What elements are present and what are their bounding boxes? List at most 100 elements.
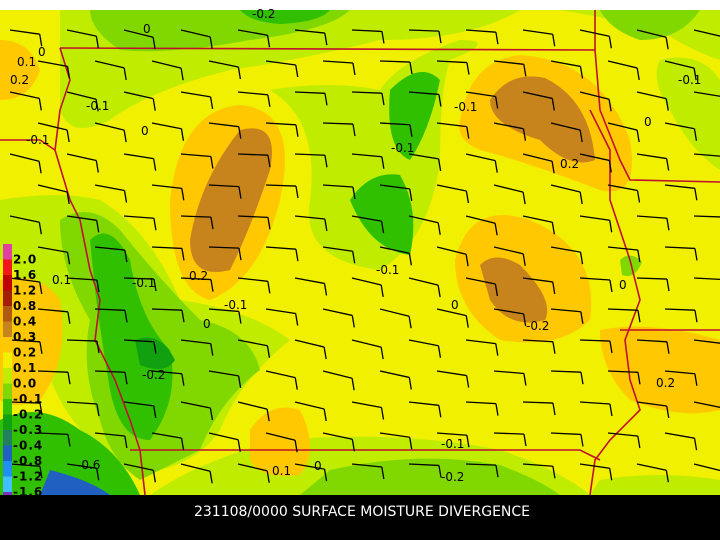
legend-label: 0.4 [13,315,37,329]
wind-barb [180,215,212,218]
wind-barb-flag [294,440,298,453]
wind-barb [465,153,496,162]
wind-barb [351,91,383,94]
contour-label: 0 [143,22,151,36]
wind-barb [436,432,467,436]
wind-barb [94,246,125,251]
wind-barb [265,370,296,379]
wind-barb-flag [152,37,156,50]
wind-barb-flag [66,66,71,79]
wind-barb-flag [95,160,99,173]
wind-barb-flag [38,98,42,111]
contour-fill [600,326,720,414]
wind-barb-flag [153,405,157,419]
wind-barb [522,401,554,404]
contour-label: 0.2 [189,269,208,283]
wind-barb-flag [609,468,613,481]
wind-barb-flag [494,160,498,173]
contour-label: 0 [451,298,459,312]
wind-barb [693,339,720,344]
wind-barb [180,153,211,158]
wind-barb-flag [495,403,499,416]
wind-barb-flag [380,346,384,360]
wind-barb [37,246,68,253]
wind-barb [237,215,268,219]
contour-fill [190,128,272,272]
contour-fill [590,475,720,495]
wind-barb [94,60,125,69]
wind-barb [379,370,410,379]
wind-barb-flag [552,402,556,416]
wind-barb [151,60,182,69]
wind-barb-flag [180,68,184,81]
wind-barb-flag [437,222,441,235]
wind-barb [208,432,239,441]
wind-barb-flag [152,470,156,483]
wind-barb [636,215,667,219]
wind-barb [579,277,610,281]
wind-barb [579,91,610,100]
contour-label: 0 [203,317,211,331]
legend-label: -0.2 [13,408,43,422]
wind-barb-flag [438,465,442,478]
contour-label: 0.2 [560,157,579,171]
wind-barb [522,91,553,100]
border [54,47,146,496]
wind-barb [180,339,211,345]
wind-barb [37,122,68,131]
wind-barb [579,153,610,162]
wind-barb [379,122,410,126]
wind-barb-flag [66,129,70,143]
wind-barb [550,246,581,253]
wind-barb-flag [351,439,355,452]
border [0,139,56,151]
contour-label: -0.1 [441,437,464,451]
wind-barb [522,153,553,162]
wind-barb-flag [552,341,556,354]
wind-barb [493,370,524,375]
contour-label: -0.1 [26,133,49,147]
wind-barb [208,184,239,188]
wind-barb [436,122,467,128]
wind-barb [522,29,553,35]
wind-barb-flag [351,315,355,328]
wind-barb-flag [523,373,527,386]
wind-barb [522,215,553,223]
wind-barb [607,308,639,311]
wind-barb-flag [324,218,328,232]
wind-barb-flag [295,313,299,326]
wind-barb [693,153,720,157]
wind-barb [351,215,382,222]
wind-barb-flag [153,278,157,292]
wind-barb [151,122,182,130]
wind-barb [94,184,125,192]
wind-barb [237,153,269,156]
wind-barb-flag [637,372,641,385]
wind-barb-flag [580,372,584,385]
wind-barb [408,215,439,224]
wind-barb-flag [295,249,299,262]
wind-barb-flag [666,218,670,231]
contour-fill [135,337,175,369]
wind-barb [9,339,40,343]
wind-barb [693,215,720,218]
wind-barb [208,370,239,377]
wind-barb-flag [352,123,356,137]
legend-label: -0.8 [13,454,43,468]
wind-barb-flag [666,158,670,171]
wind-barb [636,153,667,160]
wind-barb-flag [665,470,669,483]
wind-barb [607,432,638,437]
wind-barb-flag [66,252,71,265]
wind-barb [664,246,695,250]
wind-barb [151,246,182,250]
wind-barb [294,29,325,34]
wind-barb [465,463,497,466]
wind-barb-flag [95,36,100,49]
wind-barb-flag [693,68,697,81]
wind-barb-flag [380,221,385,234]
wind-barb [550,60,581,68]
wind-barb [123,91,154,100]
wind-barb-flag [552,34,556,47]
wind-barb-flag [123,129,127,143]
